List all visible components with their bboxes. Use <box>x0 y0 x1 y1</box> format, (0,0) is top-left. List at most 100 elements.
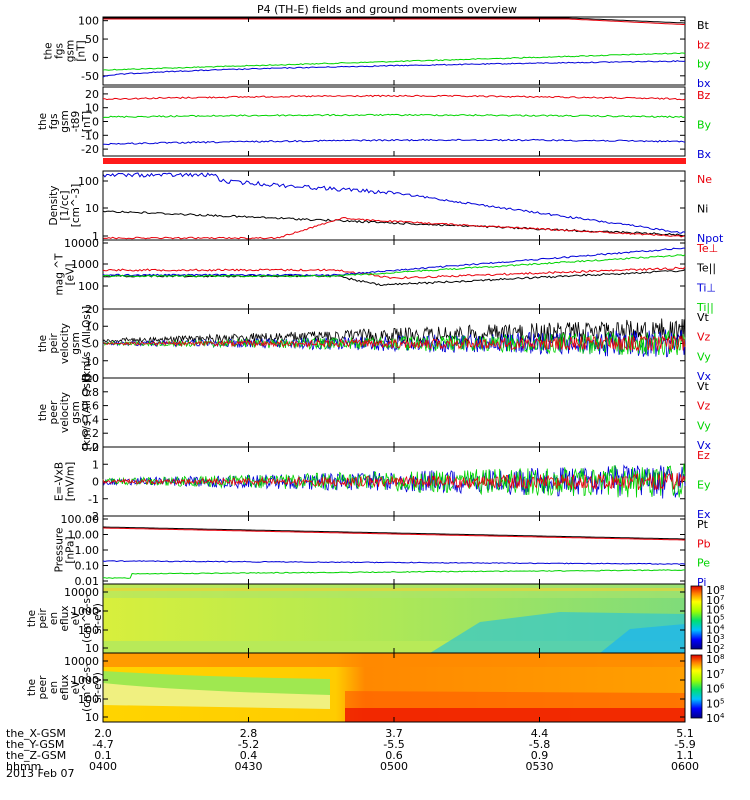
axis-row-value: 0600 <box>671 760 699 773</box>
y-axis-label: peer <box>48 400 60 425</box>
legend-entry: Ey <box>697 479 711 492</box>
y-axis-label: [km/s (All Qs)] <box>81 375 93 450</box>
axis-row-value: -4.7 <box>92 738 113 751</box>
y-tick-label: 1 <box>92 458 99 471</box>
y-tick-label: -2 <box>88 510 99 523</box>
axis-row-value: 5.1 <box>676 727 694 740</box>
colorbar-label: 105 <box>706 614 724 627</box>
y-axis-label: fgs <box>54 43 66 59</box>
y-tick-label: 0.0 <box>82 441 100 454</box>
y-tick-label: 100 <box>78 280 99 293</box>
colorbar-label: 102 <box>706 643 724 656</box>
y-axis-label: [cm^-3] <box>70 184 82 227</box>
y-tick-label: 0 <box>92 338 99 351</box>
panel-peer-velocity: 1.00.80.60.40.20.0 the peer velocity gsm [km/… <box>37 372 712 454</box>
axis-row-value: 0500 <box>380 760 408 773</box>
series-Te-perp <box>102 266 686 280</box>
axis-row-value: 1.1 <box>676 749 694 762</box>
colorbar-label: 103 <box>706 633 724 646</box>
y-tick-label: 0.6 <box>82 400 100 413</box>
legend-entry: Pb <box>697 537 711 550</box>
series-Pe <box>103 569 686 579</box>
y-tick-label: -20 <box>81 372 99 385</box>
y-axis-label: [nPa] <box>65 536 77 563</box>
y-axis-label: (cm^2-s- <box>81 663 93 712</box>
series-Vz <box>102 334 686 352</box>
axis-row-label: the_Y-GSM <box>6 738 64 751</box>
y-tick-label: 10 <box>85 102 99 115</box>
axis-row-value: 0430 <box>235 760 263 773</box>
legend-entry: Ti⊥ <box>696 281 716 294</box>
legend-entry: By <box>697 119 712 132</box>
y-axis-label: mag ^T <box>54 253 66 295</box>
legend-entry: Pe <box>697 557 710 570</box>
y-tick-label: 0.01 <box>75 575 100 588</box>
legend-entry: Bz <box>697 89 711 102</box>
y-axis-label: peer <box>37 675 49 700</box>
y-axis-label: [km/s (All Qs)] <box>81 306 93 381</box>
y-tick-label: 0 <box>92 116 99 129</box>
axis-row-value: 2.8 <box>240 727 258 740</box>
y-axis-label: en <box>48 681 60 694</box>
axis-row-value: 2.0 <box>94 727 112 740</box>
y-tick-label: 0 <box>92 51 99 64</box>
y-tick-label: 1 <box>92 230 99 243</box>
y-axis-label: the <box>37 335 49 352</box>
legend-entry: bz <box>697 38 710 51</box>
y-tick-label: 1000 <box>71 674 99 687</box>
colorbar-label: 104 <box>706 712 725 725</box>
y-axis-label: gsm <box>70 332 82 354</box>
legend-entry: Vy <box>697 419 711 432</box>
y-axis-label: gsm <box>59 110 71 132</box>
y-axis-label: Pressure <box>54 528 66 573</box>
series-Pt <box>103 526 685 540</box>
y-tick-label: 10 <box>85 320 99 333</box>
panel-fgs-gsm: 100 50 0 -50 the fgs gsm [nT] Bt bz by bx <box>43 15 711 90</box>
panel-efield: 2 1 0 -1 -2 E=-VxB [mV/m] Ez Ey Ex <box>54 441 711 523</box>
y-tick-label: 20 <box>85 88 99 101</box>
legend-entry: Ni <box>697 203 708 216</box>
axis-row-value: -5.2 <box>238 738 259 751</box>
y-tick-label: 0.10 <box>75 560 100 573</box>
series-Vy <box>102 329 686 356</box>
y-tick-label: -50 <box>81 70 99 83</box>
legend-entry: Bt <box>697 19 710 32</box>
legend-entry: Te⊥ <box>696 242 718 255</box>
axis-row-value: 0.4 <box>240 749 258 762</box>
y-tick-label: 0 <box>92 476 99 489</box>
colorbar-label: 106 <box>706 683 725 696</box>
series-By <box>102 113 686 119</box>
legend-entry: Ez <box>697 449 710 462</box>
y-axis-label: the <box>37 404 49 421</box>
series-Ti-par <box>102 254 686 278</box>
y-tick-label: 10000 <box>64 237 99 250</box>
date-label: 2013 Feb 07 <box>6 767 74 780</box>
y-axis-label: fgs <box>48 114 60 130</box>
legend-entry: Ti|| <box>696 301 714 314</box>
figure-title: P4 (TH-E) fields and ground moments over… <box>257 3 517 16</box>
legend-entry: Vt <box>697 311 710 324</box>
axis-row-value: 0.6 <box>385 749 403 762</box>
series-Ez <box>102 472 686 491</box>
axis-row-value: -5.5 <box>383 738 404 751</box>
y-axis-label: E=-VxB <box>54 462 66 501</box>
y-tick-label: 10000 <box>64 655 99 668</box>
colorbar-label: 108 <box>706 653 724 666</box>
y-tick-label: -10 <box>81 129 99 142</box>
y-tick-label: 0.4 <box>82 413 100 426</box>
y-tick-label: 1000 <box>71 605 99 618</box>
y-tick-label: 1000 <box>71 258 99 271</box>
series-Ti-perp <box>102 247 685 277</box>
y-axis-label: sr-eV) <box>92 672 104 703</box>
legend-entry: Vy <box>697 350 711 363</box>
y-axis-label: gsm <box>65 40 77 62</box>
panel-density: 100 10 1 Density [1/cc] [cm^-3] Ne Ni Npot <box>48 170 724 245</box>
y-axis-label: gsm <box>70 401 82 423</box>
y-tick-label: 50 <box>85 33 99 46</box>
panel-temperature: 10000 1000 100 mag ^T [eV] Te⊥ Te|| Ti⊥ Ti|| <box>54 237 719 314</box>
y-tick-label: 10 <box>85 642 99 655</box>
data-gap-bar <box>103 158 686 164</box>
colorbar-label: 107 <box>706 668 724 681</box>
colorbar-label: 108 <box>706 584 724 597</box>
